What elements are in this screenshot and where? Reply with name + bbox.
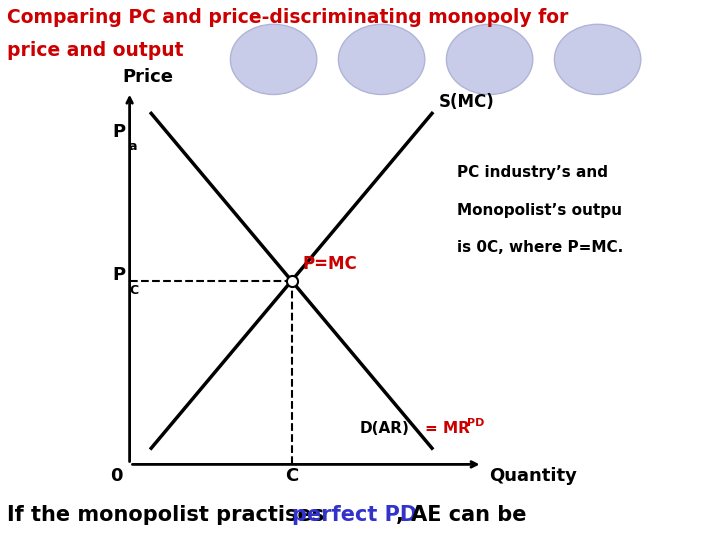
Text: D(AR): D(AR) bbox=[360, 421, 410, 436]
Text: P=MC: P=MC bbox=[302, 255, 357, 273]
Text: S(MC): S(MC) bbox=[439, 93, 495, 111]
Ellipse shape bbox=[554, 24, 641, 94]
Text: Price: Price bbox=[122, 68, 174, 85]
Text: Quantity: Quantity bbox=[490, 467, 577, 485]
Text: Comparing PC and price-discriminating monopoly for: Comparing PC and price-discriminating mo… bbox=[7, 8, 569, 27]
Ellipse shape bbox=[338, 24, 425, 94]
Text: = MR: = MR bbox=[425, 421, 469, 436]
Text: P: P bbox=[113, 123, 126, 141]
Text: price and output: price and output bbox=[7, 40, 184, 59]
Ellipse shape bbox=[446, 24, 533, 94]
Text: PC industry’s and: PC industry’s and bbox=[457, 165, 608, 180]
Text: perfect PD: perfect PD bbox=[292, 505, 417, 525]
Text: C: C bbox=[285, 467, 298, 485]
Text: C: C bbox=[129, 284, 138, 296]
Text: , AE can be: , AE can be bbox=[396, 505, 526, 525]
Text: PD: PD bbox=[467, 418, 484, 429]
Ellipse shape bbox=[230, 24, 317, 94]
Text: Monopolist’s outpu: Monopolist’s outpu bbox=[457, 202, 622, 218]
Text: is 0C, where P=MC.: is 0C, where P=MC. bbox=[457, 240, 624, 255]
Text: a: a bbox=[129, 140, 138, 153]
Text: 0: 0 bbox=[110, 467, 122, 485]
Text: If the monopolist practises: If the monopolist practises bbox=[7, 505, 332, 525]
Text: P: P bbox=[113, 266, 126, 285]
